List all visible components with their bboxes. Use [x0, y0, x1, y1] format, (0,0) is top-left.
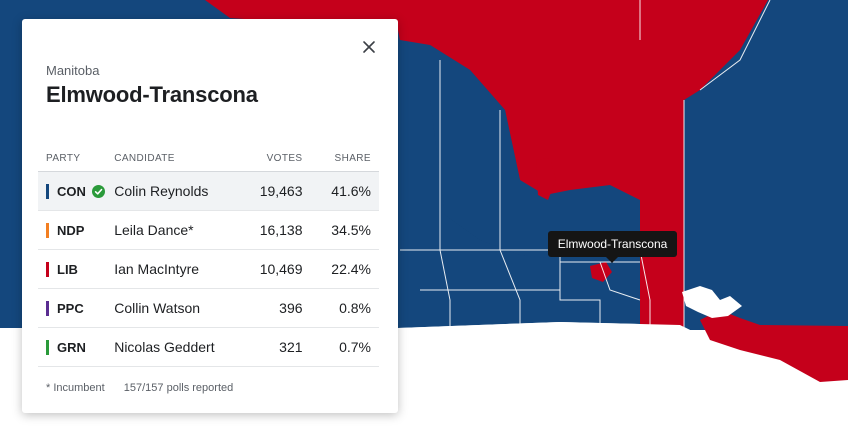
candidate-name: Leila Dance*: [114, 210, 244, 250]
party-abbr: GRN: [57, 339, 86, 355]
table-row: GRN Nicolas Geddert 321 0.7%: [38, 327, 379, 367]
riding-title: Elmwood-Transcona: [46, 82, 258, 107]
vote-share: 0.7%: [302, 327, 379, 367]
party-cell: PPC: [38, 288, 115, 328]
col-party-header: PARTY: [38, 145, 115, 172]
vote-count: 16,138: [243, 210, 303, 250]
riding-results-card: Manitoba Elmwood-Transcona PARTY CANDIDA…: [22, 19, 398, 413]
party-abbr: CON: [57, 183, 86, 199]
vote-share: 22.4%: [302, 249, 379, 289]
vote-share: 34.5%: [302, 210, 379, 250]
col-votes-header: VOTES: [243, 145, 303, 172]
vote-count: 396: [243, 288, 303, 328]
map-region-elmwood-transcona[interactable]: [590, 262, 612, 282]
party-cell: LIB: [38, 249, 115, 289]
polls-reported: 157/157 polls reported: [123, 382, 234, 394]
party-color-swatch: [46, 261, 49, 277]
vote-share: 41.6%: [302, 171, 379, 211]
vote-count: 19,463: [243, 171, 303, 211]
table-row: PPC Collin Watson 396 0.8%: [38, 288, 379, 328]
candidate-name: Colin Reynolds: [114, 171, 244, 211]
incumbent-note: * Incumbent: [46, 382, 105, 394]
candidate-name: Nicolas Geddert: [114, 327, 244, 367]
province-label: Manitoba: [46, 63, 100, 78]
map-islands: [682, 286, 742, 318]
map-region-lib-south[interactable]: [700, 310, 848, 382]
close-button[interactable]: [358, 36, 380, 58]
party-cell: NDP: [38, 210, 115, 250]
table-row: LIB Ian MacIntyre 10,469 22.4%: [38, 249, 379, 289]
map-region-con-central[interactable]: [430, 45, 640, 262]
candidate-name: Collin Watson: [114, 288, 244, 328]
map-region-lib-small[interactable]: [536, 158, 556, 200]
col-share-header: SHARE: [302, 145, 379, 172]
party-cell: GRN: [38, 327, 115, 367]
col-candidate-header: CANDIDATE: [114, 145, 244, 172]
winner-check-icon: [91, 184, 105, 198]
party-cell: CON: [38, 171, 115, 211]
results-table: PARTY CANDIDATE VOTES SHARE CON: [38, 145, 379, 367]
party-abbr: NDP: [57, 222, 85, 238]
results-footnote: * Incumbent 157/157 polls reported: [46, 382, 233, 394]
table-row: NDP Leila Dance* 16,138 34.5%: [38, 210, 379, 250]
map-region-shore: [398, 322, 700, 435]
party-color-swatch: [46, 183, 49, 199]
table-row: CON Colin Reynolds 19,463 41.6%: [38, 171, 379, 211]
candidate-name: Ian MacIntyre: [114, 249, 244, 289]
party-color-swatch: [46, 339, 49, 355]
map-tooltip: Elmwood-Transcona: [548, 231, 677, 263]
vote-count: 321: [243, 327, 303, 367]
riding-boundaries: [400, 0, 771, 330]
close-icon: [363, 41, 375, 53]
party-abbr: LIB: [57, 261, 78, 277]
party-abbr: PPC: [57, 300, 84, 316]
party-color-swatch: [46, 300, 49, 316]
vote-count: 10,469: [243, 249, 303, 289]
party-color-swatch: [46, 222, 49, 238]
vote-share: 0.8%: [302, 288, 379, 328]
